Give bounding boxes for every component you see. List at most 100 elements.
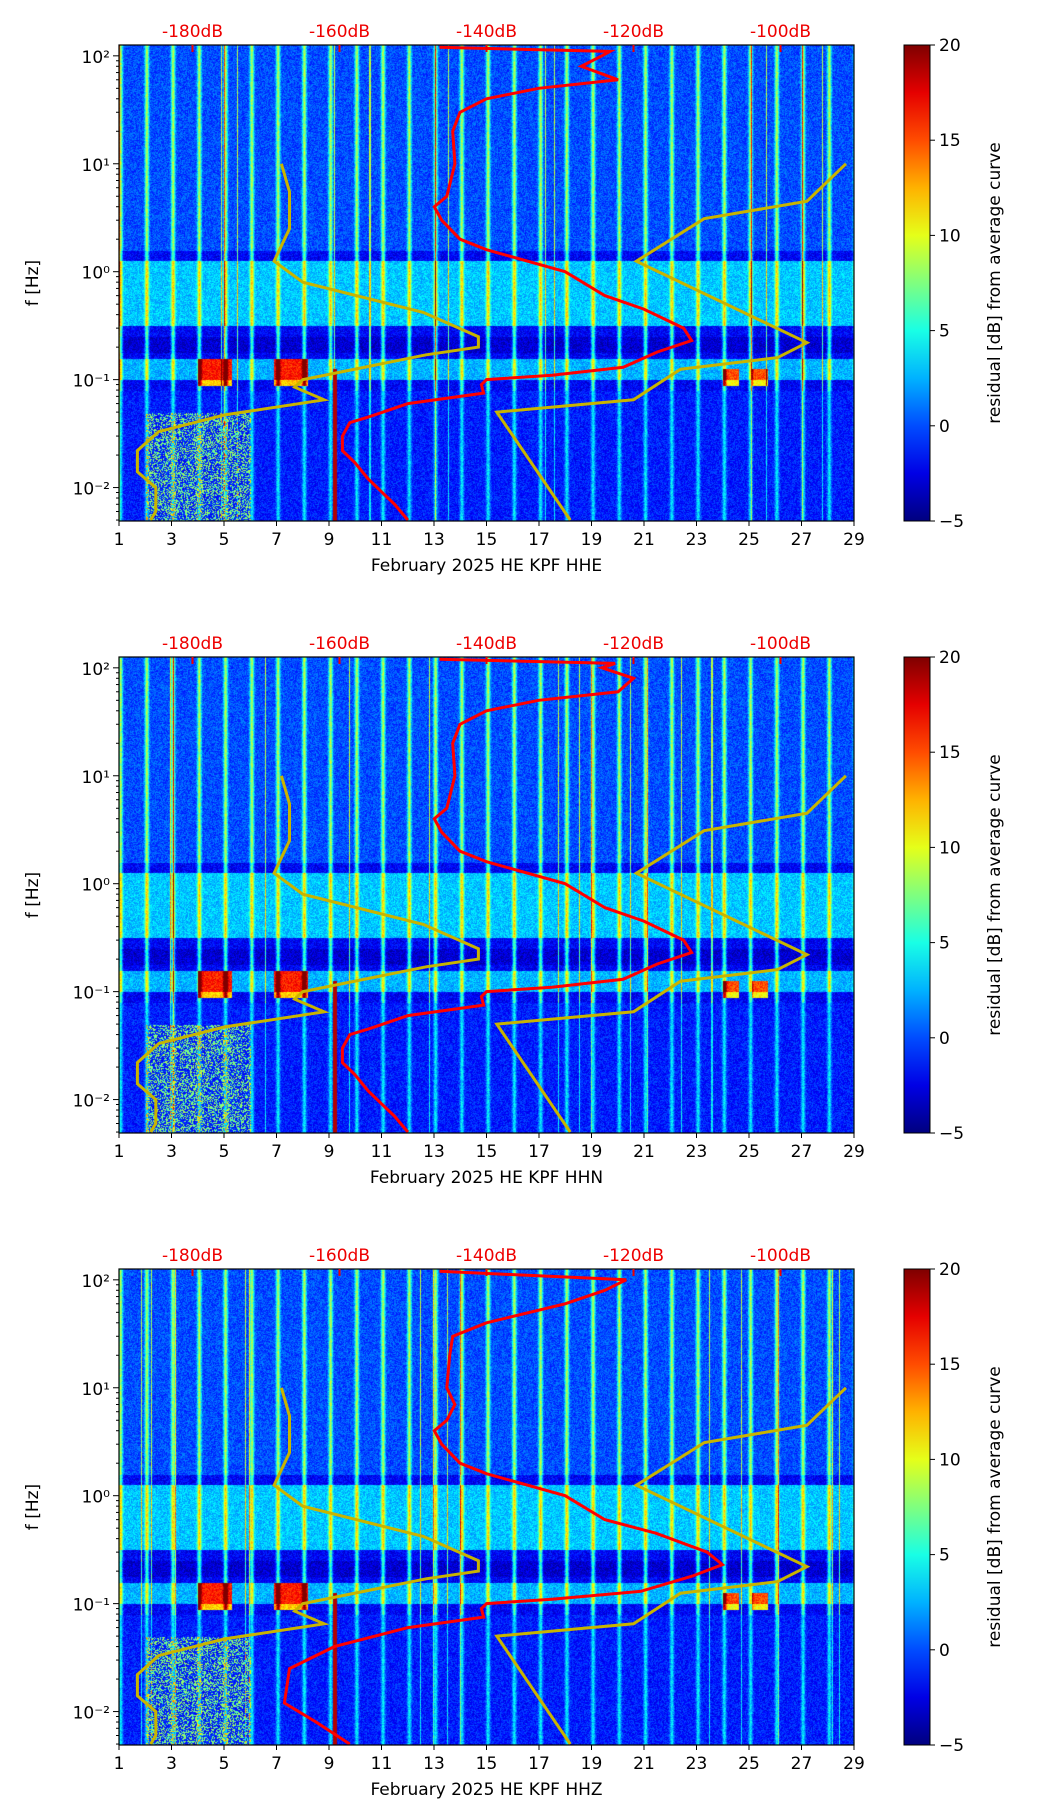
x-tick-label: 15 xyxy=(476,1754,498,1774)
top-db-label: -160dB xyxy=(309,22,370,42)
x-tick-label: 7 xyxy=(271,1142,282,1162)
colorbar-tick-label: 10 xyxy=(939,226,961,246)
x-tick-label: 9 xyxy=(324,1142,335,1162)
x-tick-label: 3 xyxy=(166,1754,177,1774)
chart-axes: 1 3 5 7 9 11 13 15 17 19 21 23 25 27 2910²10¹10⁰10⁻¹10… xyxy=(23,22,1005,576)
y-tick-label: 10² xyxy=(82,1272,110,1292)
y-tick-label: 10⁰ xyxy=(82,1488,111,1508)
y-tick-label: 10⁻¹ xyxy=(73,984,110,1004)
x-tick-label: 19 xyxy=(581,530,603,550)
colorbar-tick-label: −5 xyxy=(939,1124,964,1144)
colorbar-tick-label: 15 xyxy=(939,1355,961,1375)
x-tick-label: 25 xyxy=(738,1142,760,1162)
top-db-label: -120dB xyxy=(603,22,664,42)
x-axis-label: February 2025 HE KPF HHN xyxy=(370,1168,603,1188)
x-tick-label: 25 xyxy=(738,1754,760,1774)
x-tick-label: 3 xyxy=(166,1142,177,1162)
x-tick-label: 23 xyxy=(686,1142,708,1162)
y-axis-label: f [Hz] xyxy=(23,260,43,306)
spectrogram-image xyxy=(119,45,854,521)
x-tick-label: 27 xyxy=(791,530,813,550)
colorbar-label: residual [dB] from average curve xyxy=(985,142,1005,423)
top-db-label: -160dB xyxy=(309,1246,370,1266)
y-tick-label: 10⁰ xyxy=(82,876,111,896)
x-tick-label: 19 xyxy=(581,1142,603,1162)
series-line-psd xyxy=(340,657,694,1133)
colorbar-tick-label: 0 xyxy=(939,417,950,437)
x-tick-label: 21 xyxy=(633,1142,655,1162)
y-tick-label: 10² xyxy=(82,48,110,68)
y-tick-label: 10⁻¹ xyxy=(73,372,110,392)
y-axis-label: f [Hz] xyxy=(23,872,43,918)
series-line-psd xyxy=(282,1269,726,1745)
y-tick-label: 10¹ xyxy=(82,1380,110,1400)
series-line-nlnm xyxy=(135,775,480,1133)
y-tick-label: 10¹ xyxy=(82,156,110,176)
y-tick-label: 10⁻² xyxy=(73,1092,110,1112)
colorbar-tick-label: 15 xyxy=(939,131,961,151)
top-db-label: -140dB xyxy=(456,22,517,42)
y-tick-label: 10⁻¹ xyxy=(73,1596,110,1616)
x-tick-label: 25 xyxy=(738,530,760,550)
colorbar xyxy=(903,1268,931,1746)
top-db-label: -180dB xyxy=(162,1246,223,1266)
top-db-label: -100dB xyxy=(750,22,811,42)
x-tick-label: 11 xyxy=(371,1754,393,1774)
x-tick-label: 9 xyxy=(324,530,335,550)
x-tick-label: 5 xyxy=(219,1754,230,1774)
y-tick-label: 10⁰ xyxy=(82,264,111,284)
x-tick-label: 27 xyxy=(791,1142,813,1162)
spectrogram-panel-3: 1 3 5 7 9 11 13 15 17 19 21 23 25 27 29 10² 10¹ 10⁰ 10⁻¹ 10… xyxy=(0,1224,1052,1806)
colorbar-tick-label: 20 xyxy=(939,648,961,668)
colorbar-tick-label: 0 xyxy=(939,1641,950,1661)
x-tick-label: 29 xyxy=(843,1142,865,1162)
plot-frame xyxy=(118,656,855,1134)
colorbar-tick-label: 5 xyxy=(939,1546,950,1566)
x-tick-label: 17 xyxy=(528,1142,550,1162)
colorbar xyxy=(903,656,931,1134)
colorbar-tick-label: 10 xyxy=(939,838,961,858)
colorbar-tick-label: 20 xyxy=(939,36,961,56)
spectrogram-image xyxy=(119,1269,854,1745)
colorbar-tick-label: 20 xyxy=(939,1260,961,1280)
x-tick-label: 17 xyxy=(528,1754,550,1774)
colorbar-tick-label: 10 xyxy=(939,1450,961,1470)
x-tick-label: 5 xyxy=(219,530,230,550)
colorbar xyxy=(903,44,931,522)
colorbar-tick-label: 5 xyxy=(939,322,950,342)
x-tick-label: 23 xyxy=(686,1754,708,1774)
x-tick-label: 13 xyxy=(423,1142,445,1162)
x-tick-label: 15 xyxy=(476,530,498,550)
x-tick-label: 1 xyxy=(114,530,125,550)
x-axis-label: February 2025 HE KPF HHE xyxy=(371,556,602,576)
spectrogram-image xyxy=(119,657,854,1133)
x-tick-label: 17 xyxy=(528,530,550,550)
x-tick-label: 7 xyxy=(271,530,282,550)
x-tick-label: 21 xyxy=(633,1754,655,1774)
x-tick-label: 1 xyxy=(114,1754,125,1774)
x-tick-label: 15 xyxy=(476,1142,498,1162)
y-tick-label: 10⁻² xyxy=(73,480,110,500)
spectrogram-panel-1: 1 3 5 7 9 11 13 15 17 19 21 23 25 27 29 10² 10¹ 10⁰ 10⁻¹ 10… xyxy=(0,0,1052,600)
x-tick-label: 29 xyxy=(843,1754,865,1774)
x-tick-label: 11 xyxy=(371,530,393,550)
top-db-label: -100dB xyxy=(750,1246,811,1266)
top-db-label: -120dB xyxy=(603,1246,664,1266)
spectrogram-panel-2: 1 3 5 7 9 11 13 15 17 19 21 23 25 27 29 10² 10¹ 10⁰ 10⁻¹ 10… xyxy=(0,612,1052,1212)
chart-axes: 1 3 5 7 9 11 13 15 17 19 21 23 25 27 2910²10¹10⁰10⁻¹10… xyxy=(23,1246,1005,1800)
y-tick-label: 10⁻² xyxy=(73,1704,110,1724)
series-line-psd xyxy=(340,45,694,521)
x-tick-label: 11 xyxy=(371,1142,393,1162)
x-tick-label: 27 xyxy=(791,1754,813,1774)
y-axis-label: f [Hz] xyxy=(23,1484,43,1530)
top-db-label: -180dB xyxy=(162,22,223,42)
x-axis-label: February 2025 HE KPF HHZ xyxy=(370,1780,602,1800)
x-tick-label: 9 xyxy=(324,1754,335,1774)
colorbar-tick-label: 15 xyxy=(939,743,961,763)
series-line-nhnm xyxy=(494,1386,847,1745)
x-tick-label: 19 xyxy=(581,1754,603,1774)
top-db-label: -180dB xyxy=(162,634,223,654)
series-line-nhnm xyxy=(494,162,847,521)
colorbar-tick-label: 0 xyxy=(939,1029,950,1049)
top-db-label: -120dB xyxy=(603,634,664,654)
